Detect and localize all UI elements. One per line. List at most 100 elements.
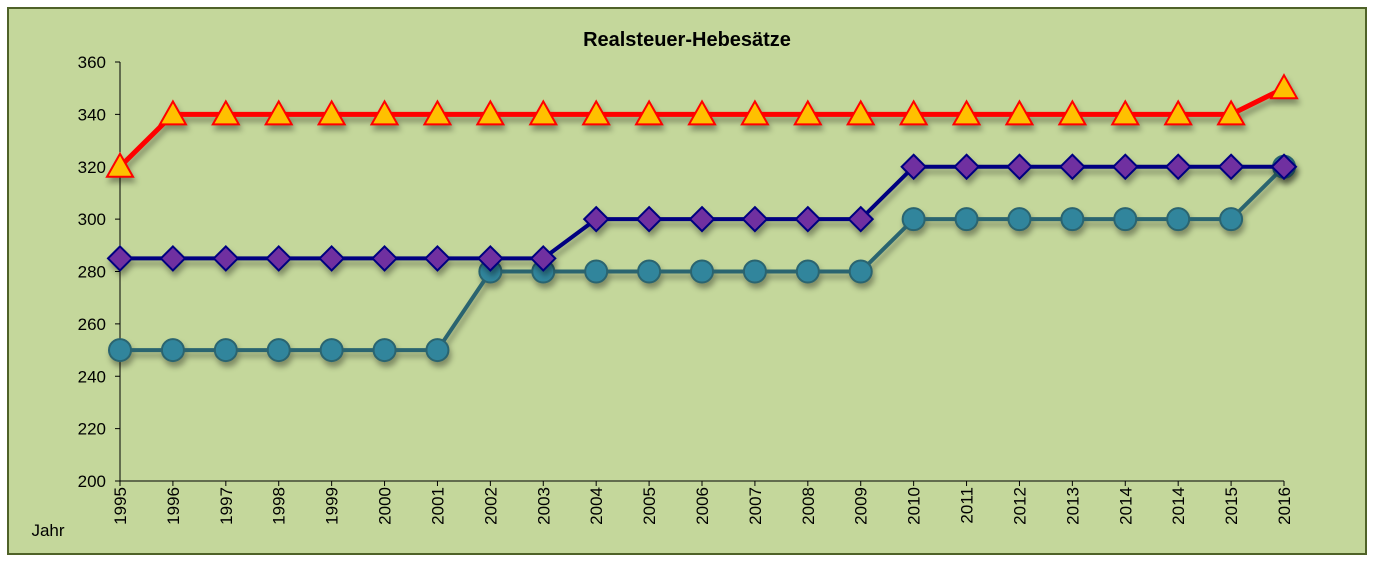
chart-title: Realsteuer-Hebesätze (583, 29, 791, 51)
marker (212, 244, 240, 272)
marker (105, 151, 135, 178)
x-tick-label: 1997 (217, 487, 236, 525)
marker (584, 259, 609, 284)
x-tick-label: 2013 (1063, 487, 1082, 525)
y-tick-label: 300 (78, 210, 106, 229)
marker (371, 244, 398, 272)
marker (425, 338, 450, 363)
marker (1004, 99, 1035, 126)
marker (687, 99, 717, 126)
marker (318, 244, 346, 272)
marker (319, 338, 344, 363)
x-tick-label: 2000 (376, 487, 395, 525)
marker (1164, 153, 1192, 181)
marker (1163, 99, 1193, 126)
x-tick-label: 2014 (1116, 487, 1135, 525)
marker (1006, 153, 1033, 181)
marker (1166, 207, 1191, 232)
marker (1270, 153, 1298, 181)
marker (475, 99, 506, 126)
marker (1113, 207, 1138, 232)
marker (794, 205, 822, 233)
marker (690, 259, 714, 284)
marker (634, 99, 664, 126)
marker (954, 207, 979, 232)
marker (637, 259, 662, 284)
marker (847, 205, 875, 233)
marker (369, 99, 400, 126)
marker (900, 153, 928, 181)
x-tick-label: 2016 (1275, 487, 1294, 525)
marker (1110, 99, 1140, 126)
marker (529, 244, 557, 272)
y-tick-label: 320 (78, 158, 106, 177)
marker (1269, 73, 1299, 100)
marker (742, 259, 767, 284)
marker (160, 338, 185, 363)
x-tick-label: 2006 (693, 487, 712, 525)
marker (582, 205, 610, 233)
marker (211, 99, 241, 126)
marker (953, 153, 980, 181)
marker (316, 99, 347, 126)
x-tick-label: 2015 (1222, 487, 1241, 525)
marker (898, 99, 929, 126)
x-axis-label: Jahr (31, 521, 64, 540)
marker (1217, 153, 1245, 181)
x-tick-label: 2009 (852, 487, 871, 525)
y-tick-label: 340 (78, 105, 106, 124)
x-tick-label: 2008 (799, 487, 818, 525)
y-tick-label: 360 (78, 53, 106, 72)
marker (1060, 207, 1085, 232)
chart-background (7, 7, 1367, 555)
marker (372, 338, 397, 363)
x-tick-label: 2003 (534, 487, 553, 525)
marker (422, 99, 453, 126)
y-tick-label: 260 (78, 315, 106, 334)
marker (741, 205, 769, 233)
marker (1216, 99, 1246, 126)
x-tick-label: 2005 (640, 487, 659, 525)
x-tick-label: 1995 (111, 487, 130, 525)
series (105, 73, 1299, 178)
x-tick-label: 1999 (323, 487, 342, 525)
marker (266, 338, 291, 363)
x-tick-label: 2011 (958, 487, 977, 524)
marker (1219, 207, 1244, 232)
x-tick-label: 2007 (746, 487, 765, 525)
marker (688, 205, 716, 233)
marker (528, 99, 558, 126)
marker (158, 99, 188, 126)
marker (213, 338, 238, 363)
marker (795, 259, 820, 284)
marker (740, 99, 770, 126)
marker (635, 205, 663, 233)
y-tick-label: 220 (78, 420, 106, 439)
marker (951, 99, 982, 126)
x-tick-label: 2001 (428, 487, 447, 525)
marker (476, 244, 504, 272)
marker (1007, 207, 1032, 232)
x-tick-label: 2002 (481, 487, 500, 525)
x-tick-label: 1996 (164, 487, 183, 525)
y-tick-label: 240 (78, 367, 106, 386)
marker (159, 244, 187, 272)
marker (581, 99, 611, 126)
marker (1058, 153, 1086, 181)
x-tick-label: 2012 (1010, 487, 1029, 525)
marker (424, 244, 451, 272)
x-tick-label: 2010 (905, 487, 924, 525)
y-tick-label: 200 (78, 472, 106, 491)
marker (1057, 99, 1088, 126)
marker (264, 99, 294, 126)
marker (793, 99, 823, 126)
marker (901, 207, 926, 232)
x-tick-label: 2014 (1169, 487, 1188, 525)
x-tick-label: 2004 (587, 487, 606, 525)
marker (1111, 153, 1139, 181)
marker (108, 338, 132, 363)
x-tick-label: 1998 (270, 487, 289, 525)
marker (106, 244, 134, 272)
series (106, 153, 1298, 272)
